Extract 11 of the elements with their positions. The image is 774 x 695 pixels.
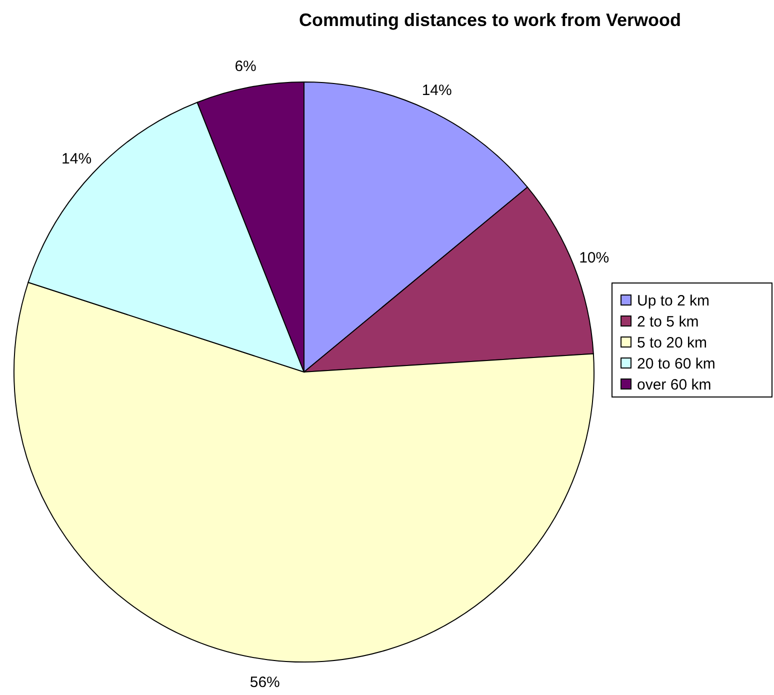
data-label: 6%	[234, 58, 256, 75]
legend-label: 20 to 60 km	[637, 355, 716, 372]
chart-title: Commuting distances to work from Verwood	[298, 10, 682, 30]
legend-label: Up to 2 km	[637, 292, 710, 310]
legend-label: 5 to 20 km	[637, 334, 708, 352]
data-label: 14%	[62, 150, 92, 168]
data-label: 14%	[422, 82, 452, 99]
legend-label: over 60 km	[637, 376, 712, 394]
data-label: 56%	[250, 674, 280, 691]
legend-label: 2 to 5 km	[637, 313, 699, 330]
data-label: 10%	[579, 249, 610, 266]
